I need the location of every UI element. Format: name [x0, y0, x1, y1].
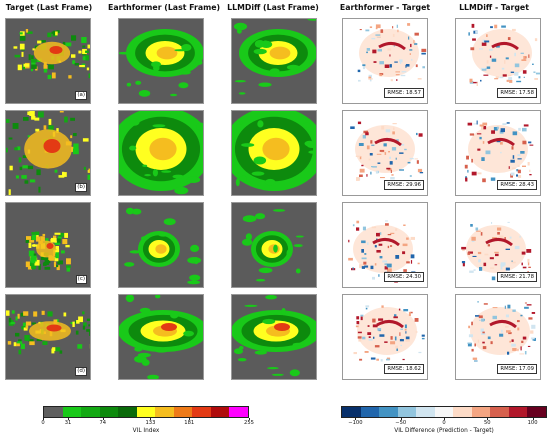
vil-map	[119, 203, 203, 287]
column-title-target: Target (Last Frame)	[5, 3, 93, 12]
vil-map	[232, 295, 316, 379]
colorbar-tick-mark	[68, 418, 70, 420]
colorbar-tick-label: 100	[527, 420, 538, 426]
colorbar-segment	[416, 407, 435, 417]
colorbar-tick-label: 255	[244, 420, 254, 426]
colorbar-segment	[62, 407, 82, 417]
colorbar-tick-mark	[43, 418, 44, 420]
colorbar-tick-label: 133	[145, 420, 156, 426]
colorbar-segment	[471, 407, 491, 417]
colorbar-tick-label: 181	[184, 420, 195, 426]
colorbar-tick-label: −50	[395, 420, 407, 426]
colorbar-segment	[490, 407, 509, 417]
row-tag: (a)	[75, 91, 87, 100]
vil-colorbar-label: VIL Index	[132, 428, 160, 434]
colorbar-segment	[434, 407, 454, 417]
colorbar-tick-label: 0	[41, 420, 45, 426]
colorbar-tick-mark	[150, 418, 152, 420]
colorbar-segment	[229, 407, 249, 417]
vil-map	[6, 111, 90, 195]
diff-colorbar	[341, 406, 547, 418]
panel-llmdiff-row-1	[231, 18, 317, 104]
column-title-earthformer: Earthformer (Last Frame)	[108, 3, 221, 12]
rmse-label: RMSE: 18.62	[384, 364, 424, 374]
colorbar-tick-label: 74	[99, 420, 107, 426]
column-title-llmdiff: LLMDiff (Last Frame)	[227, 3, 319, 12]
column-title-llmdiff-diff: LLMDiff - Target	[459, 3, 529, 12]
colorbar-tick-mark	[444, 418, 445, 420]
colorbar-tick-mark	[487, 418, 489, 420]
colorbar-segment	[210, 407, 230, 417]
colorbar-segment	[379, 407, 398, 417]
vil-map	[6, 19, 90, 103]
vil-map	[119, 295, 203, 379]
panel-diff-llmdiff-row-4: RMSE: 17.09	[455, 294, 541, 380]
panel-earthformer-row-4	[118, 294, 204, 380]
panel-earthformer-row-3	[118, 202, 204, 288]
panel-llmdiff-row-2	[231, 110, 317, 196]
column-title-earthformer-diff: Earthformer - Target	[339, 3, 431, 12]
colorbar-segment	[397, 407, 417, 417]
colorbar-segment	[118, 407, 137, 417]
vil-map	[232, 19, 316, 103]
colorbar-tick-mark	[249, 418, 250, 420]
colorbar-segment	[81, 407, 100, 417]
vil-colorbar	[43, 406, 249, 418]
colorbar-segment	[342, 407, 361, 417]
panel-target-row-2: (b)	[5, 110, 91, 196]
panel-diff-llmdiff-row-1: RMSE: 17.58	[455, 18, 541, 104]
rmse-label: RMSE: 21.78	[497, 272, 537, 282]
panel-llmdiff-row-4	[231, 294, 317, 380]
colorbar-segment	[136, 407, 156, 417]
colorbar-segment	[192, 407, 211, 417]
rmse-label: RMSE: 17.09	[497, 364, 537, 374]
vil-map	[119, 111, 203, 195]
panel-diff-llmdiff-row-3: RMSE: 21.78	[455, 202, 541, 288]
vil-map	[119, 19, 203, 103]
panel-target-row-3: (c)	[5, 202, 91, 288]
panel-diff-earthformer-row-4: RMSE: 18.62	[342, 294, 428, 380]
panel-diff-earthformer-row-3: RMSE: 24.30	[342, 202, 428, 288]
colorbar-segment	[508, 407, 528, 417]
vil-map	[6, 295, 90, 379]
colorbar-segment	[173, 407, 193, 417]
panel-earthformer-row-1	[118, 18, 204, 104]
row-tag: (b)	[75, 183, 87, 192]
colorbar-tick-mark	[532, 418, 534, 420]
colorbar-tick-mark	[400, 418, 402, 420]
row-tag: (d)	[75, 367, 87, 376]
rmse-label: RMSE: 24.30	[384, 272, 424, 282]
panel-diff-llmdiff-row-2: RMSE: 28.43	[455, 110, 541, 196]
colorbar-tick-label: 0	[442, 420, 446, 426]
row-tag: (c)	[75, 275, 87, 284]
colorbar-tick-label: 31	[64, 420, 72, 426]
panel-diff-earthformer-row-2: RMSE: 29.96	[342, 110, 428, 196]
panel-target-row-4: (d)	[5, 294, 91, 380]
colorbar-tick-mark	[355, 418, 357, 420]
colorbar-tick-mark	[189, 418, 191, 420]
rmse-label: RMSE: 18.57	[384, 88, 424, 98]
colorbar-segment	[360, 407, 380, 417]
colorbar-segment	[44, 407, 63, 417]
colorbar-tick-label: 50	[483, 420, 491, 426]
vil-map	[6, 203, 90, 287]
colorbar-segment	[99, 407, 119, 417]
rmse-label: RMSE: 29.96	[384, 180, 424, 190]
rmse-label: RMSE: 17.58	[497, 88, 537, 98]
panel-target-row-1: (a)	[5, 18, 91, 104]
panel-earthformer-row-2	[118, 110, 204, 196]
vil-map	[232, 203, 316, 287]
colorbar-segment	[527, 407, 547, 417]
colorbar-segment	[155, 407, 174, 417]
colorbar-tick-mark	[102, 418, 104, 420]
vil-map	[232, 111, 316, 195]
diff-colorbar-label: VIL Difference (Prediction - Target)	[394, 428, 494, 434]
colorbar-tick-label: −100	[348, 420, 363, 426]
panel-llmdiff-row-3	[231, 202, 317, 288]
rmse-label: RMSE: 28.43	[497, 180, 537, 190]
colorbar-segment	[453, 407, 472, 417]
panel-diff-earthformer-row-1: RMSE: 18.57	[342, 18, 428, 104]
